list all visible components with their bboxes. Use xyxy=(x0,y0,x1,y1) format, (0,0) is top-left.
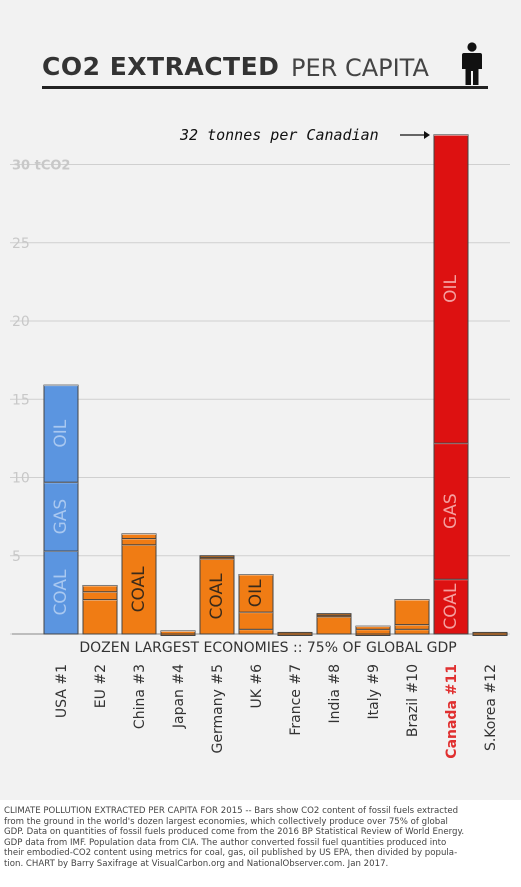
bar-segment xyxy=(473,632,507,634)
y-tick-label: 30 tCO2 xyxy=(12,159,70,174)
bar-segment xyxy=(278,632,312,634)
bar-segment xyxy=(317,617,351,634)
category-label: France #7 xyxy=(288,664,304,736)
chart-footer: CLIMATE POLLUTION EXTRACTED PER CAPITA F… xyxy=(4,806,518,869)
bar-segment-label: COAL xyxy=(51,569,71,616)
footer-line: GDP data from IMF. Population data from … xyxy=(4,838,518,849)
category-label: Brazil #10 xyxy=(405,664,421,737)
category-label: India #8 xyxy=(327,664,343,723)
bar-segment xyxy=(83,600,117,634)
bar-segment-label: OIL xyxy=(441,274,461,302)
category-label: Canada #11 xyxy=(444,664,460,759)
bar-segment xyxy=(317,614,351,616)
category-label: UK #6 xyxy=(249,664,265,709)
bar-segment-label: OIL xyxy=(51,419,71,447)
bar-segment-label: GAS xyxy=(51,499,71,535)
footer-line: from the ground in the world's dozen lar… xyxy=(4,817,518,828)
annotation-label: 32 tonnes per Canadian xyxy=(179,126,379,144)
y-tick-label: 25 xyxy=(12,236,30,252)
bar-segment-label: OIL xyxy=(246,579,266,607)
bar-chart: 5 10 15 20 25 30 tCO2 COAL GAS OIL COAL COAL OIL COA… xyxy=(0,0,521,800)
bar-segment-label: COAL xyxy=(441,583,461,630)
annotation-arrow-head xyxy=(424,131,430,139)
bar-segment-label: COAL xyxy=(129,566,149,613)
bar-segment-label: COAL xyxy=(207,573,227,620)
bar-segment xyxy=(395,600,429,625)
category-label: Germany #5 xyxy=(210,664,226,753)
bar-segment-label: GAS xyxy=(441,493,461,529)
bar-segment xyxy=(200,556,234,558)
y-tick-label: 5 xyxy=(12,549,21,565)
y-tick-label: 20 xyxy=(12,314,30,330)
y-tick-label: 10 xyxy=(12,471,30,487)
footer-line: their embodied-CO2 content using metrics… xyxy=(4,848,518,859)
bar-segment xyxy=(239,612,273,629)
bar-segment xyxy=(83,592,117,600)
category-label: Japan #4 xyxy=(171,664,187,729)
footer-line: CLIMATE POLLUTION EXTRACTED PER CAPITA F… xyxy=(4,806,518,817)
category-label: USA #1 xyxy=(54,664,70,718)
category-label: Italy #9 xyxy=(366,664,382,719)
category-label: China #3 xyxy=(132,664,148,729)
footer-line: GDP. Data on quantities of fossil fuels … xyxy=(4,827,518,838)
x-axis-caption: DOZEN LARGEST ECONOMIES :: 75% OF GLOBAL… xyxy=(79,640,456,656)
category-label: EU #2 xyxy=(93,664,109,708)
category-label: S.Korea #12 xyxy=(483,664,499,751)
footer-line: tion. CHART by Barry Saxifrage at Visual… xyxy=(4,859,518,870)
y-tick-label: 15 xyxy=(12,392,30,408)
